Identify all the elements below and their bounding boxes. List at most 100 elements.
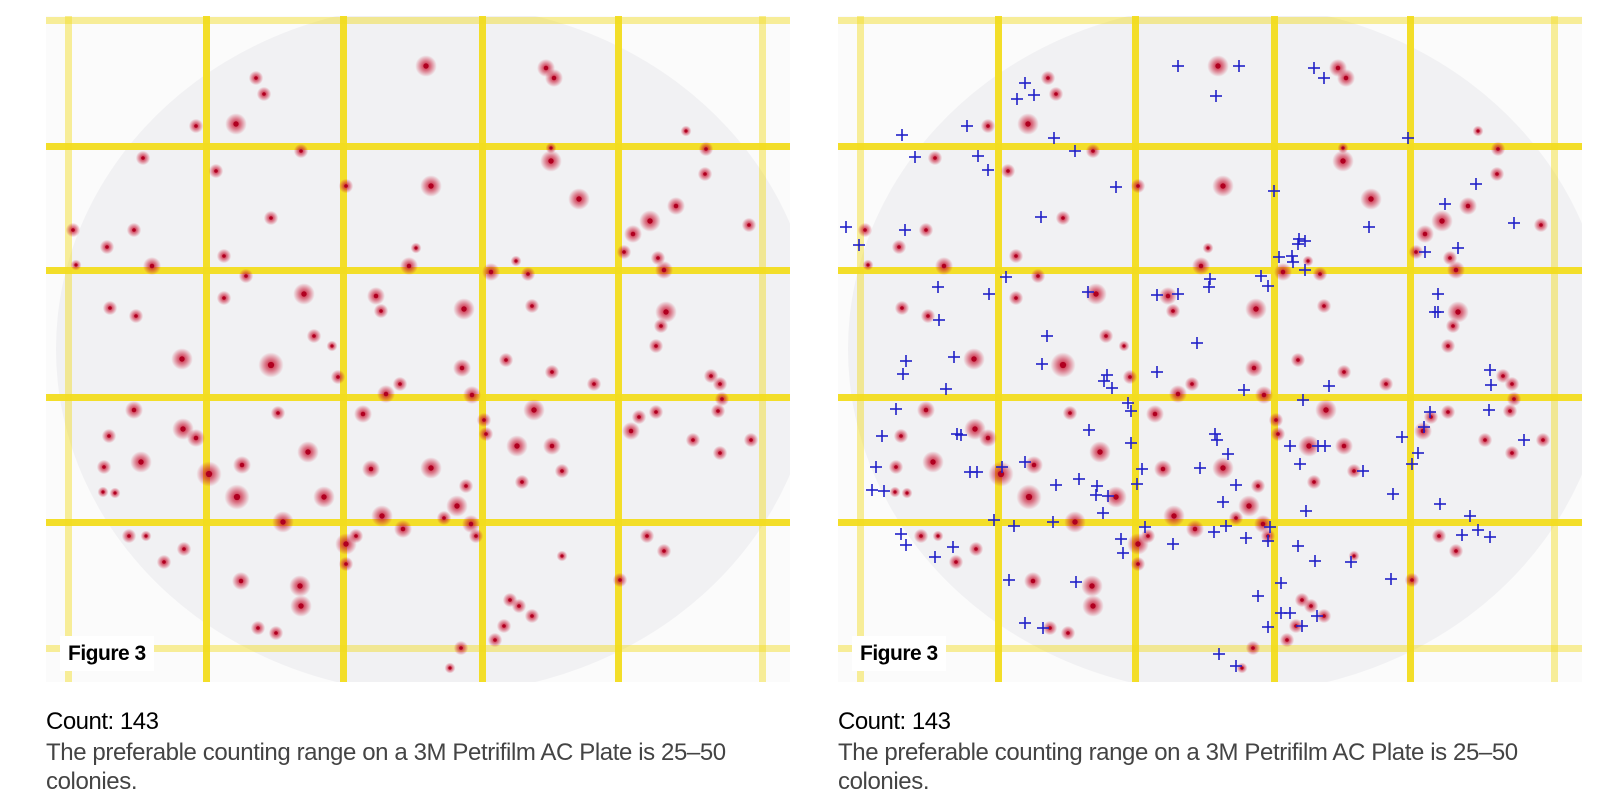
colony-dot (550, 370, 554, 374)
count-marker-icon (1151, 366, 1163, 378)
colony-dot (1476, 129, 1480, 133)
count-marker-icon (1090, 489, 1102, 501)
count-marker-icon (1167, 538, 1179, 550)
colony-dot (900, 306, 904, 310)
colony-dot (972, 426, 978, 432)
count-marker-icon (1485, 379, 1497, 391)
colony-dot (1260, 521, 1266, 527)
count-marker-icon (1019, 617, 1031, 629)
colony-dot (630, 231, 636, 237)
colony-dot (720, 397, 724, 401)
colony-dot (924, 228, 928, 232)
colony-dot (1439, 218, 1445, 224)
colony-dot (576, 196, 582, 202)
figure-label: Figure 3 (60, 636, 154, 671)
colony-dot (373, 293, 379, 299)
count-marker-icon (983, 288, 995, 300)
colony-dot (941, 263, 947, 269)
colony-dot (101, 490, 105, 494)
count-marker-icon (1191, 337, 1203, 349)
colony-dot (1046, 76, 1050, 80)
colony-dot (1274, 418, 1278, 422)
colony-dot (379, 513, 385, 519)
count-marker-icon (1048, 132, 1060, 144)
colony-dot (132, 228, 136, 232)
count-marker-icon (1294, 458, 1306, 470)
colony-dot (398, 382, 402, 386)
colony-dot (543, 65, 549, 71)
count-marker-icon (947, 541, 959, 553)
count-marker-icon (1000, 271, 1012, 283)
count-marker-icon (1240, 532, 1252, 544)
colony-dot (368, 466, 374, 472)
count-marker-icon (1456, 529, 1468, 541)
grid-line-horizontal (838, 519, 1582, 526)
count-marker-icon (1262, 280, 1274, 292)
count-marker-icon (1418, 421, 1430, 433)
colony-dot (336, 375, 340, 379)
colony-dot (656, 256, 660, 260)
count-marker-icon (1102, 490, 1114, 502)
colony-dot (974, 547, 978, 551)
colony-dot (659, 324, 663, 328)
grid-line-vertical (340, 16, 347, 682)
colony-dot (1539, 223, 1543, 227)
colony-dot (691, 438, 695, 442)
colony-dot (1061, 216, 1065, 220)
plate-panel-original: Figure 3 Count: 143 The preferable count… (46, 0, 790, 800)
count-marker-icon (1139, 521, 1151, 533)
count-marker-icon (1357, 465, 1369, 477)
colony-dot (1171, 513, 1177, 519)
colony-dot (1089, 583, 1095, 589)
colony-dot (1025, 121, 1031, 127)
colony-dot (1454, 549, 1458, 553)
count-marker-icon (1204, 273, 1216, 285)
colony-dot (1014, 296, 1018, 300)
count-marker-icon (895, 528, 907, 540)
colony-dot (1306, 443, 1312, 449)
colony-dot (262, 92, 266, 96)
colony-dot (897, 245, 901, 249)
count-marker-icon (1268, 185, 1280, 197)
colony-dot (1414, 250, 1418, 254)
colony-dot (1175, 391, 1181, 397)
colony-dot (894, 465, 898, 469)
colony-dot (1091, 149, 1095, 153)
count-marker-icon (972, 150, 984, 162)
count-marker-icon (1125, 437, 1137, 449)
grid-line-vertical (615, 16, 622, 682)
grid-line-horizontal (46, 394, 790, 401)
count-marker-icon (1222, 448, 1234, 460)
count-marker-icon (1296, 620, 1308, 632)
colony-dot (1220, 465, 1226, 471)
colony-dot (1136, 562, 1140, 566)
colony-dot (504, 358, 508, 362)
colony-dot (1437, 534, 1441, 538)
colony-dot (985, 435, 991, 441)
colony-dot (863, 228, 867, 232)
count-marker-icon (1424, 406, 1436, 418)
count-marker-icon (1209, 428, 1221, 440)
colony-dot (276, 411, 280, 415)
colony-dot (663, 309, 669, 315)
count-marker-icon (982, 164, 994, 176)
colony-dot (1384, 382, 1388, 386)
colony-dot (461, 306, 467, 312)
colony-dot (482, 418, 486, 422)
count-marker-icon (1318, 72, 1330, 84)
count-marker-icon (940, 383, 952, 395)
colony-dot (1220, 183, 1226, 189)
count-marker-icon (1286, 250, 1298, 262)
count-marker-icon (1070, 576, 1082, 588)
count-marker-icon (870, 461, 882, 473)
colony-count: Count: 143 (838, 708, 951, 735)
colony-dot (530, 614, 534, 618)
count-marker-icon (840, 221, 852, 233)
count-marker-icon (1483, 404, 1495, 416)
colony-dot (454, 503, 460, 509)
colony-dot (517, 604, 521, 608)
colony-dot (1343, 75, 1349, 81)
colony-dot (919, 534, 923, 538)
colony-dot (1090, 603, 1096, 609)
count-marker-icon (1262, 621, 1274, 633)
